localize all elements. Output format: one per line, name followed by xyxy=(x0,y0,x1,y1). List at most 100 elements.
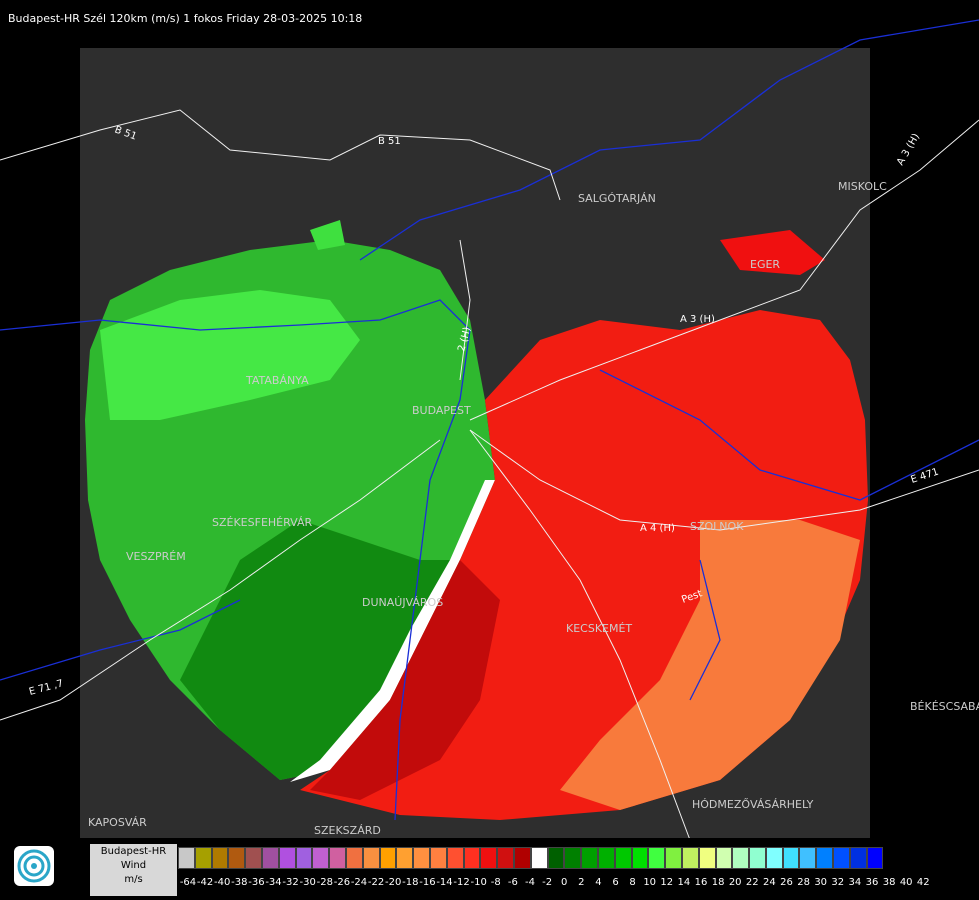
legend-tick-label: -8 xyxy=(490,877,501,888)
legend-swatch xyxy=(178,847,195,869)
city-label-szolnok[interactable]: SZOLNOK xyxy=(690,520,744,533)
road-lines xyxy=(0,109,979,841)
legend-swatch xyxy=(446,847,464,869)
legend-swatch xyxy=(765,847,783,869)
legend-tick-label: -12 xyxy=(453,877,470,888)
city-label-kecskemet[interactable]: KECSKEMÉT xyxy=(566,622,632,635)
legend-swatch xyxy=(681,847,699,869)
legend-tick-label: -22 xyxy=(367,877,385,888)
legend-swatch xyxy=(597,847,615,869)
north-green-echo xyxy=(310,220,345,250)
legend-color-scale xyxy=(178,847,884,871)
legend-tick-label: -28 xyxy=(316,877,333,888)
legend-swatch xyxy=(228,847,246,869)
city-label-budapest[interactable]: BUDAPEST xyxy=(412,404,471,417)
legend-tick-label: -14 xyxy=(436,877,453,888)
legend-tick-label: 34 xyxy=(848,877,862,888)
legend-tick-label: 10 xyxy=(643,877,657,888)
legend-swatch xyxy=(715,847,733,869)
road-label-a3-north: A 3 (H) xyxy=(895,132,922,168)
legend-tick-label: 30 xyxy=(814,877,828,888)
city-label-miskolc[interactable]: MISKOLC xyxy=(838,180,887,193)
road-label-b51-east: B 51 xyxy=(378,136,401,147)
city-label-eger[interactable]: EGER xyxy=(750,258,780,271)
legend-swatch xyxy=(665,847,682,869)
met-service-logo xyxy=(14,846,54,886)
legend-swatch xyxy=(564,847,582,869)
legend-swatch xyxy=(278,847,296,869)
legend-tick-label: 32 xyxy=(831,877,845,888)
city-label-tatabanya[interactable]: TATABÁNYA xyxy=(245,374,309,387)
legend-swatch xyxy=(849,847,867,869)
city-label-salgotarjan[interactable]: SALGÓTARJÁN xyxy=(578,192,656,205)
legend-title-line-3: m/s xyxy=(124,874,143,885)
legend-tick-label: 42 xyxy=(916,877,930,888)
city-label-dunaujvaros[interactable]: DUNAÚJVÁROS xyxy=(362,596,443,609)
legend-swatch xyxy=(345,847,363,869)
radar-echo-layer xyxy=(85,220,868,820)
legend-swatch xyxy=(749,847,766,869)
legend-swatch xyxy=(799,847,817,869)
legend-tick-label: 38 xyxy=(882,877,896,888)
legend-tick-label: -38 xyxy=(231,877,248,888)
approaching-wind-echo-inner xyxy=(180,520,460,780)
legend-tick-label: -6 xyxy=(507,877,518,888)
city-label-hodmezovasarhely[interactable]: HÓDMEZŐVÁSÁRHELY xyxy=(692,797,814,811)
receding-wind-echo-orange xyxy=(560,520,860,810)
legend-swatch xyxy=(581,847,598,869)
approaching-wind-echo-edge xyxy=(290,480,495,782)
legend-swatch xyxy=(530,847,548,869)
legend-tick-label: -40 xyxy=(214,877,231,888)
legend-tick-label: -34 xyxy=(265,877,282,888)
city-label-kaposvar[interactable]: KAPOSVÁR xyxy=(88,816,147,829)
city-label-veszprem[interactable]: VESZPRÉM xyxy=(126,550,186,563)
road-label-a4: A 4 (H) xyxy=(640,523,675,534)
legend-tick-label: 24 xyxy=(763,877,776,888)
legend-title-line-1: Budapest-HR xyxy=(100,846,167,857)
city-label-szekesfehervar[interactable]: SZÉKESFEHÉRVÁR xyxy=(212,516,313,529)
legend-tick-label: 18 xyxy=(711,877,725,888)
legend-tick-label: -42 xyxy=(196,877,214,888)
legend-swatch xyxy=(614,847,632,869)
legend-tick-label: -2 xyxy=(542,877,553,888)
legend-swatch xyxy=(833,847,850,869)
legend-swatch xyxy=(329,847,346,869)
legend-tick-label: 26 xyxy=(780,877,793,888)
legend-swatch xyxy=(396,847,414,869)
legend-tick-label: 22 xyxy=(745,877,759,888)
wind-legend: Budapest-HR Wind m/s -64 -42 -40 -38 -36 -34-… xyxy=(90,844,975,896)
legend-swatch xyxy=(648,847,666,869)
map-title: Budapest-HR Szél 120km (m/s) 1 fokos Fri… xyxy=(8,12,363,25)
legend-tick-label: -20 xyxy=(385,877,402,888)
legend-swatch xyxy=(429,847,447,869)
legend-swatch xyxy=(866,847,884,869)
swirl-logo-icon xyxy=(17,849,51,883)
legend-tick-label: 36 xyxy=(865,877,879,888)
road-label-e71: E 71 ,7 xyxy=(28,678,65,698)
legend-tick-label: 40 xyxy=(899,877,913,888)
legend-swatch xyxy=(782,847,800,869)
legend-tick-label: -26 xyxy=(333,877,351,888)
legend-tick-label: -10 xyxy=(470,877,487,888)
legend-tick-label: -4 xyxy=(525,877,535,888)
water-and-border-lines xyxy=(0,19,979,821)
road-label-a3-mid: A 3 (H) xyxy=(680,314,715,325)
legend-tick-label: 8 xyxy=(629,877,636,888)
legend-swatch xyxy=(245,847,262,869)
legend-tick-label: 2 xyxy=(578,877,585,888)
legend-tick-label: 12 xyxy=(660,877,674,888)
legend-tick-label: -32 xyxy=(282,877,299,888)
eger-echo-cluster xyxy=(720,230,825,275)
legend-tick-label: -16 xyxy=(419,877,436,888)
legend-swatch xyxy=(211,847,229,869)
city-label-szekszard[interactable]: SZEKSZÁRD xyxy=(314,824,381,837)
legend-tick-label: 28 xyxy=(797,877,810,888)
city-labels: SALGÓTARJÁN MISKOLC EGER TATABÁNYA BUDAP… xyxy=(88,180,979,837)
legend-swatch xyxy=(463,847,481,869)
legend-tick-label: 14 xyxy=(677,877,691,888)
legend-swatch xyxy=(413,847,430,869)
legend-tick-label: 4 xyxy=(595,877,602,888)
legend-swatch xyxy=(497,847,514,869)
city-label-bekescsaba[interactable]: BÉKÉSCSABA xyxy=(910,700,979,713)
